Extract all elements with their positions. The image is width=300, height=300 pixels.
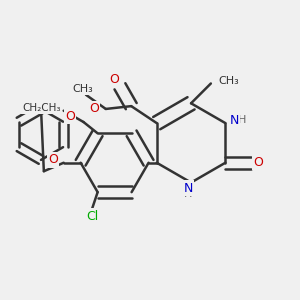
Text: CH₃: CH₃	[218, 76, 239, 85]
Text: Cl: Cl	[86, 210, 98, 223]
Text: O: O	[89, 103, 99, 116]
Text: O: O	[48, 153, 58, 167]
Text: N: N	[184, 182, 193, 195]
Text: O: O	[65, 110, 75, 123]
Text: H: H	[238, 115, 247, 125]
Text: N: N	[230, 114, 239, 127]
Text: CH₃: CH₃	[73, 84, 94, 94]
Text: O: O	[109, 73, 119, 86]
Text: H: H	[184, 189, 192, 199]
Text: O: O	[253, 156, 263, 169]
Text: CH₂CH₃: CH₂CH₃	[22, 103, 61, 113]
